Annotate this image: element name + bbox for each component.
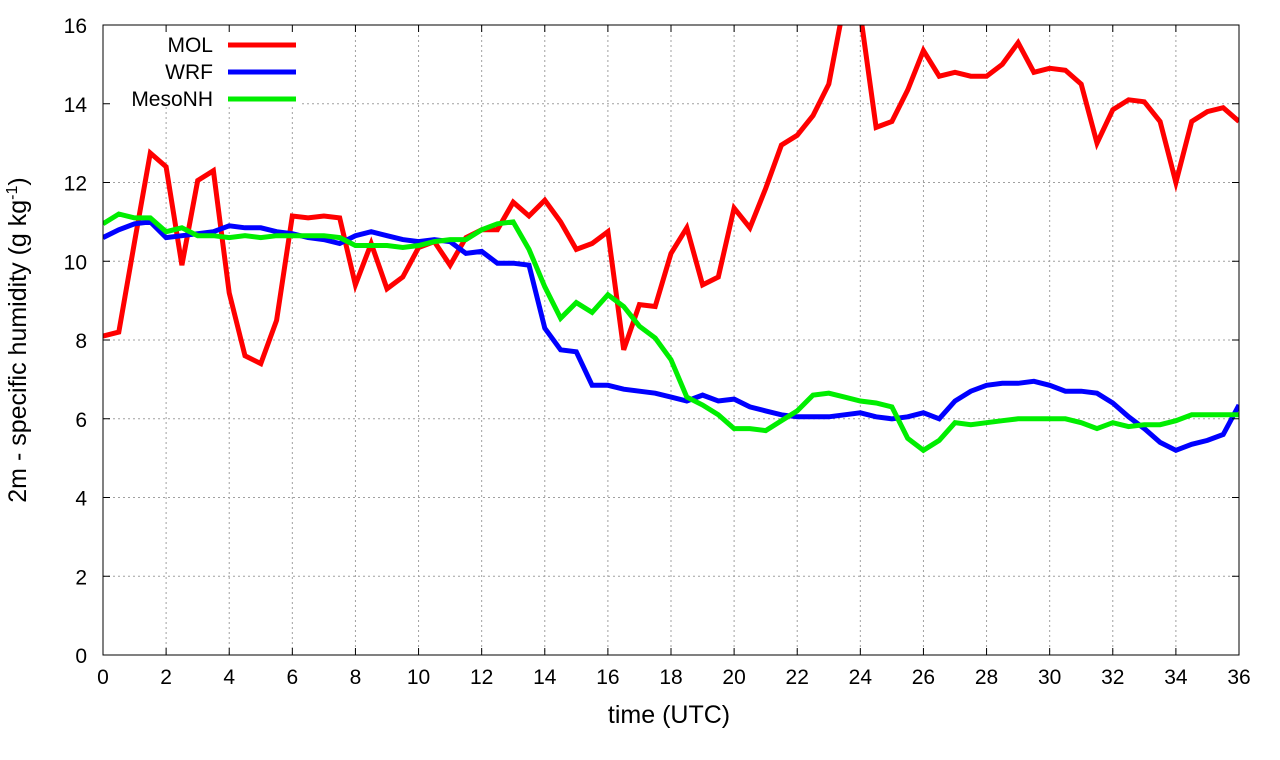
x-tick-label: 14 — [533, 666, 557, 689]
x-tick-label: 20 — [722, 666, 745, 689]
legend-label-wrf: WRF — [165, 61, 213, 84]
y-tick-label: 10 — [64, 251, 87, 274]
x-tick-label: 6 — [286, 666, 298, 689]
x-tick-label: 0 — [97, 666, 109, 689]
x-tick-label: 30 — [1038, 666, 1061, 689]
y-tick-label: 2 — [75, 566, 87, 589]
x-tick-label: 34 — [1164, 666, 1188, 689]
y-tick-label: 14 — [64, 94, 88, 117]
x-axis-title: time (UTC) — [608, 701, 730, 729]
series-line-mesonh — [103, 211, 1239, 454]
series-line-mol — [103, 25, 1239, 368]
y-tick-label: 12 — [64, 173, 87, 196]
x-tick-label: 8 — [350, 666, 362, 689]
x-tick-label: 28 — [975, 666, 998, 689]
x-tick-label: 22 — [786, 666, 809, 689]
x-tick-label: 4 — [223, 666, 235, 689]
y-tick-label: 6 — [75, 409, 87, 432]
x-tick-label: 2 — [160, 666, 172, 689]
x-tick-label: 36 — [1227, 666, 1250, 689]
grid — [103, 25, 1239, 655]
y-tick-label: 16 — [64, 15, 87, 38]
y-axis-title-superscript: -1 — [4, 186, 21, 200]
x-tick-label: 26 — [912, 666, 935, 689]
axis-ticks: 0 2 4 6 8 10 12 14 16 18 20 22 24 26 28 30 32 34 360246810… — [64, 15, 1251, 689]
legend: MOL WRF MesoNH — [131, 34, 296, 111]
x-tick-label: 10 — [407, 666, 430, 689]
y-axis-title-suffix: ) — [4, 177, 32, 185]
legend-label-mol: MOL — [167, 34, 213, 57]
y-axis-title-main: 2m - specific humidity (g kg — [4, 200, 32, 503]
legend-label-mesonh: MesoNH — [131, 88, 213, 111]
x-tick-label: 16 — [596, 666, 619, 689]
y-axis-title: 2m - specific humidity (g kg-1) — [4, 177, 32, 502]
y-tick-label: 8 — [75, 330, 87, 353]
x-tick-label: 32 — [1101, 666, 1124, 689]
x-tick-label: 18 — [659, 666, 682, 689]
x-tick-label: 12 — [470, 666, 493, 689]
series-lines — [103, 25, 1239, 454]
x-tick-label: 24 — [849, 666, 873, 689]
y-tick-label: 0 — [75, 645, 87, 668]
y-tick-label: 4 — [75, 488, 87, 511]
